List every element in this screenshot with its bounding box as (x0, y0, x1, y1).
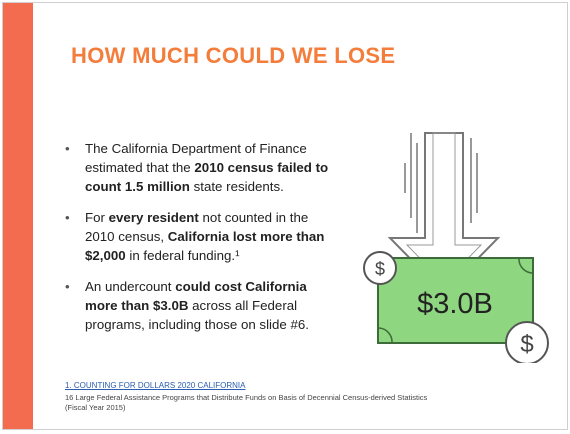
text: For (85, 210, 109, 225)
slide-title: HOW MUCH COULD WE LOSE (71, 43, 396, 68)
coin (363, 251, 397, 285)
bullet: For every resident not counted in the 20… (65, 208, 340, 265)
text: state residents. (189, 179, 284, 194)
bullet: An undercount could cost California more… (65, 277, 340, 334)
coin-symbol: $ (375, 259, 385, 279)
text: An undercount (85, 279, 176, 294)
coin-symbol: $ (520, 331, 533, 358)
text: in federal funding.¹ (125, 248, 240, 263)
text: across all Federal programs, including t… (85, 298, 309, 332)
illustration: $3.0B $ $ (363, 132, 549, 363)
speed-lines (404, 133, 478, 233)
bullet: The California Department of Finance est… (65, 139, 340, 196)
slide: HOW MUCH COULD WE LOSE The California De… (2, 2, 568, 430)
coin (505, 321, 549, 363)
bullet-list: The California Department of Finance est… (65, 139, 340, 346)
bold-text: every resident (108, 210, 199, 225)
bold-text: 2010 census failed to count 1.5 million (85, 160, 329, 194)
amount: $3.0B (417, 288, 493, 320)
text: The California Department of Finance est… (85, 141, 307, 175)
text: not counted in the 2010 census, (85, 210, 309, 244)
footnote-link[interactable]: 1. COUNTING FOR DOLLARS 2020 CALIFORNIA (65, 381, 246, 390)
bill (377, 257, 534, 344)
bold-text: California lost more than $2,000 (85, 229, 325, 263)
accent-stripe (3, 3, 33, 429)
footnote-text: 16 Large Federal Assistance Programs tha… (65, 393, 428, 412)
bold-text: could cost California more than $3.0B (85, 279, 307, 313)
